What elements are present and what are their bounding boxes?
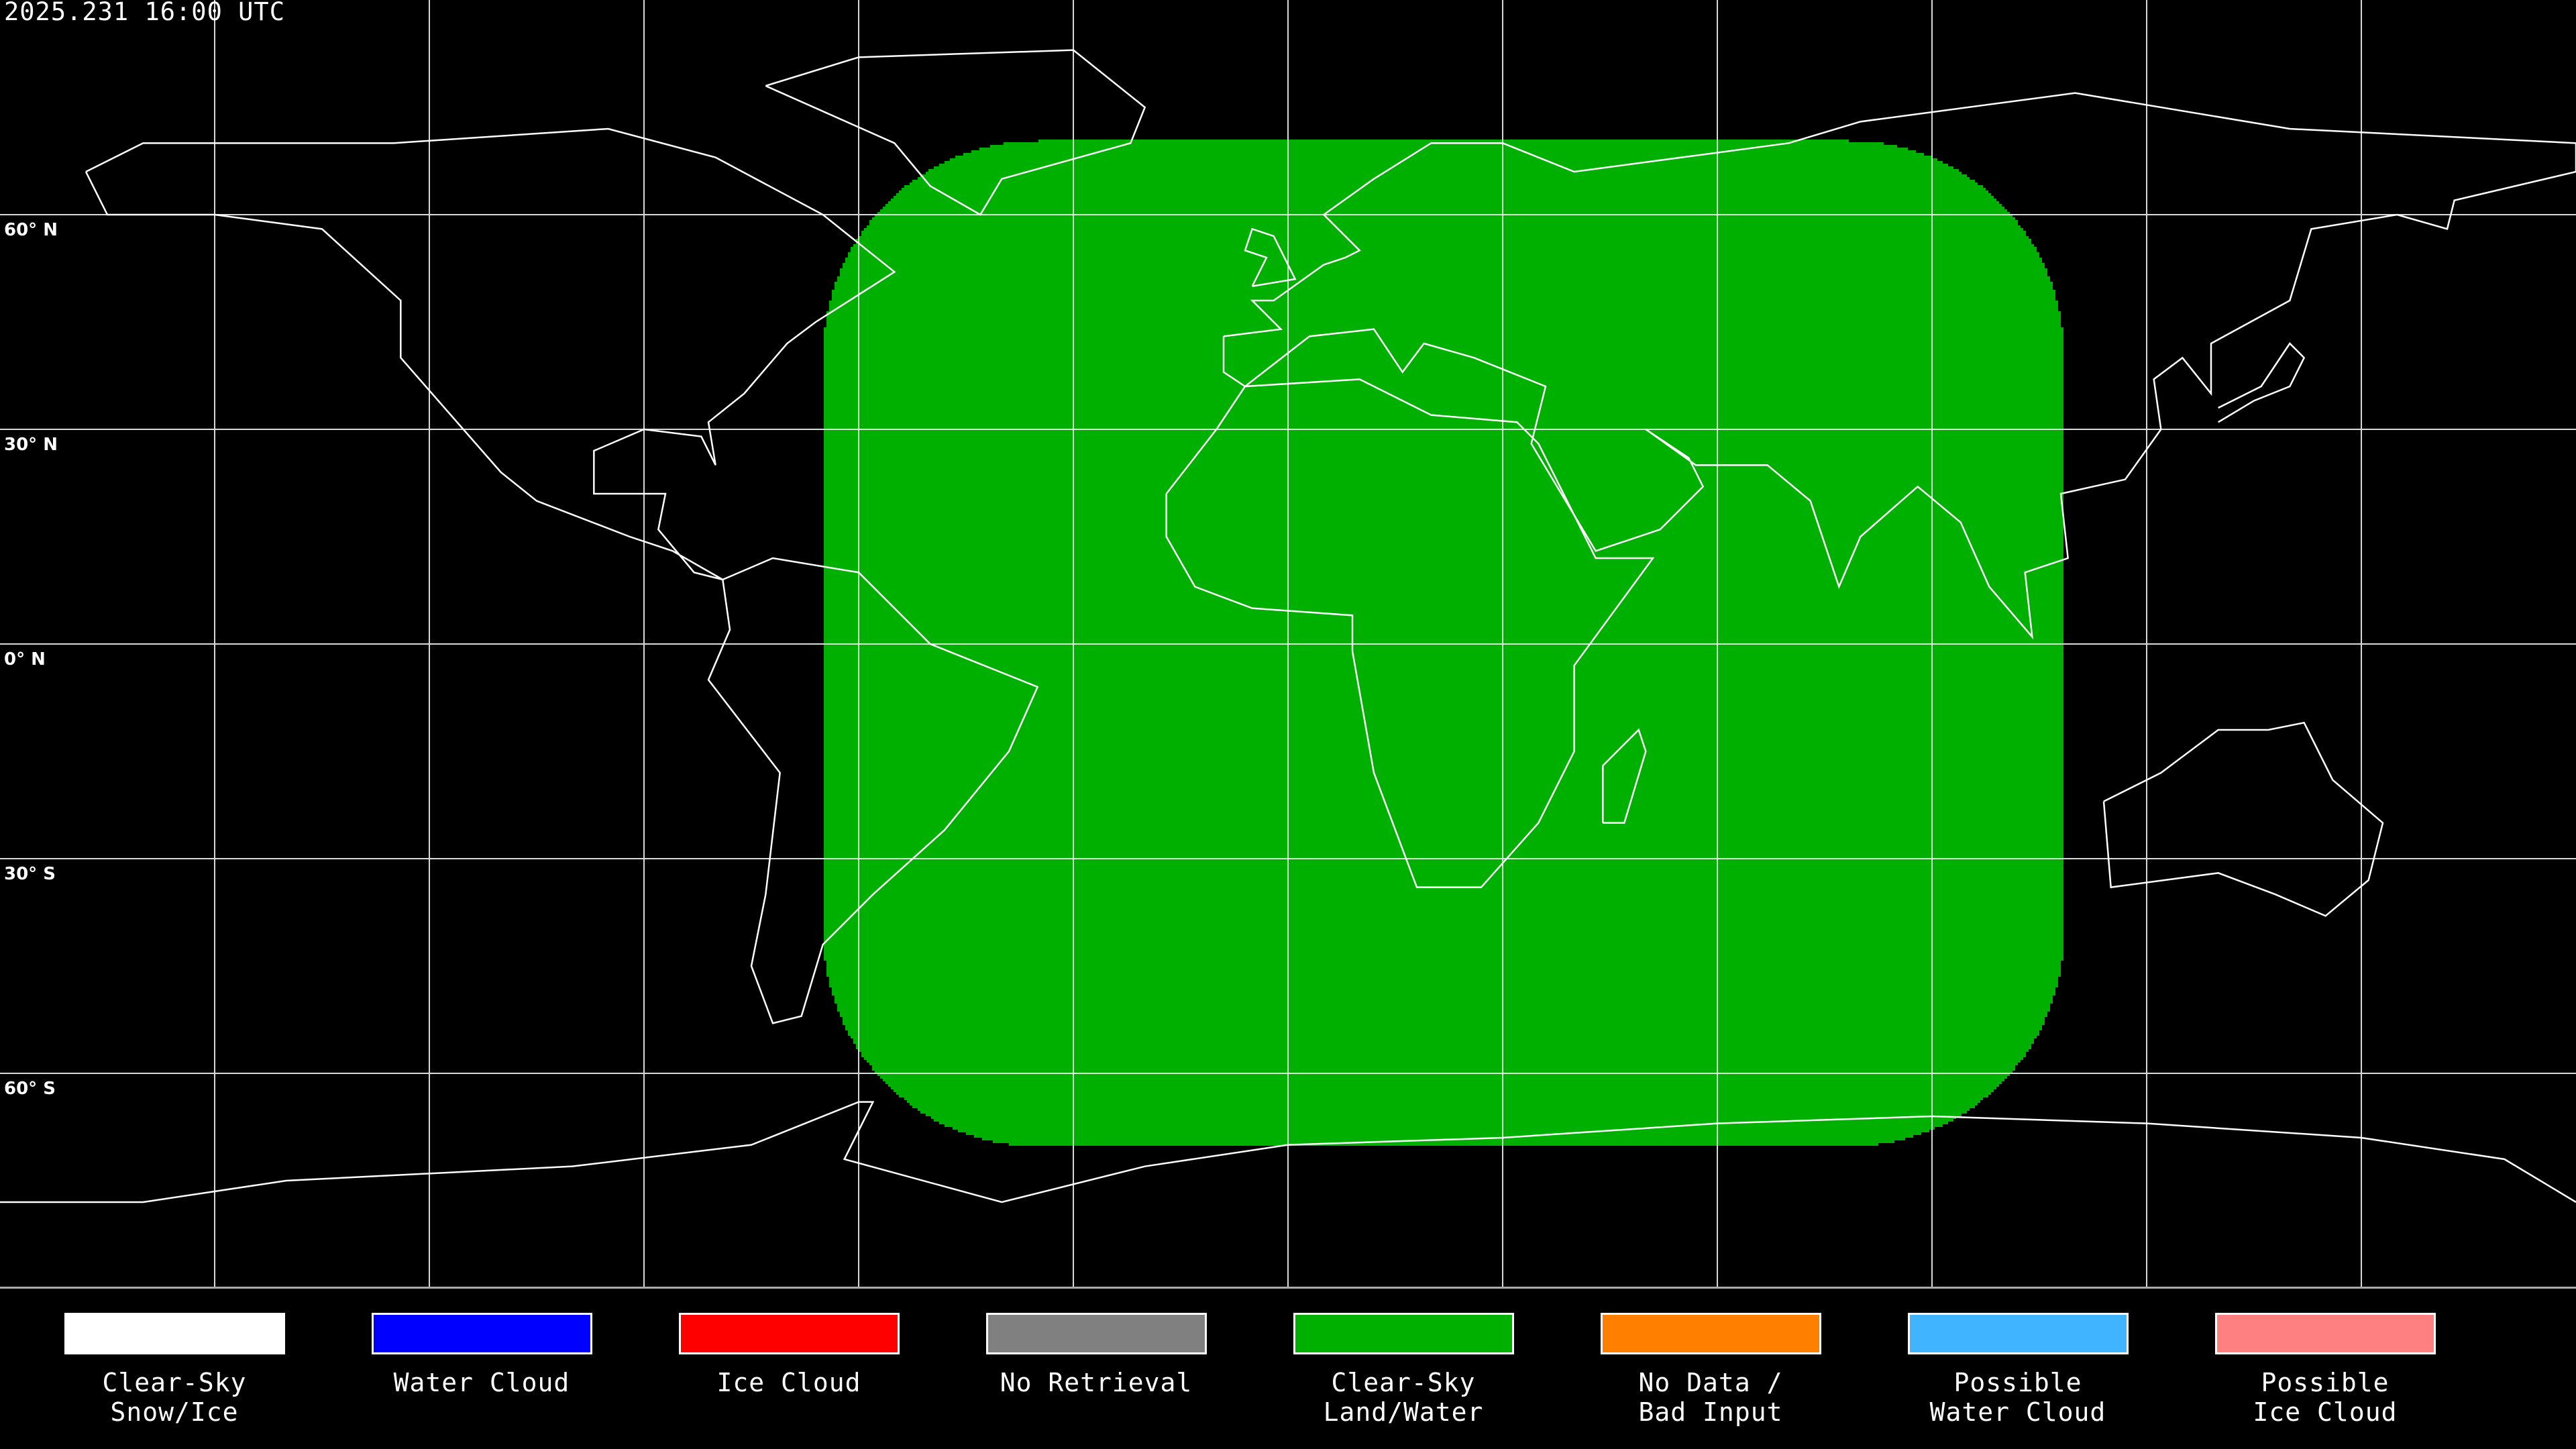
legend-label: No Retrieval	[1000, 1368, 1193, 1397]
legend-item-water-cloud: Water Cloud	[371, 1313, 592, 1397]
coastline-north-america	[85, 127, 896, 581]
legend-item-possible-ice-cloud: Possible Ice Cloud	[2214, 1313, 2436, 1427]
lat-label-60n: 60° N	[4, 220, 58, 240]
legend-item-clear-sky-snow-ice: Clear-Sky Snow/Ice	[64, 1313, 285, 1427]
coastline-australia	[2102, 721, 2384, 917]
legend-item-possible-water-cloud: Possible Water Cloud	[1907, 1313, 2129, 1427]
lat-label-equator: 0° N	[4, 649, 46, 669]
legend-swatch	[1907, 1313, 2129, 1354]
legend-label: Ice Cloud	[716, 1368, 861, 1397]
coastline-eurasia	[1222, 92, 2576, 640]
legend-label: No Data / Bad Input	[1638, 1368, 1783, 1427]
coastline-africa	[1165, 378, 1655, 888]
legend-swatch	[371, 1313, 592, 1354]
legend-label: Possible Water Cloud	[1929, 1368, 2106, 1427]
map-overlay	[0, 0, 2576, 1288]
legend-swatch	[1293, 1313, 1514, 1354]
lat-label-30n: 30° N	[4, 435, 58, 455]
cloud-phase-map: 2025.231 16:00 UTC 60° N 30° N 0° N 30° …	[0, 0, 2576, 1288]
legend-swatch	[1600, 1313, 1821, 1354]
legend-swatch	[64, 1313, 285, 1354]
legend-swatch	[678, 1313, 900, 1354]
legend-item-no-retrieval: No Retrieval	[985, 1313, 1207, 1397]
coastline-madagascar	[1602, 728, 1647, 824]
coastline-great-britain	[1244, 227, 1297, 287]
lat-label-60s: 60° S	[4, 1079, 56, 1099]
graticule	[0, 0, 2576, 1288]
legend-item-clear-sky-land-water: Clear-Sky Land/Water	[1293, 1313, 1514, 1427]
coastline-south-america	[707, 557, 1039, 1024]
legend-swatch	[2214, 1313, 2436, 1354]
legend-swatch	[985, 1313, 1207, 1354]
legend-item-no-data-bad-input: No Data / Bad Input	[1600, 1313, 1821, 1427]
coastline-japan	[2218, 342, 2306, 423]
coastline-greenland	[765, 49, 1146, 216]
lat-label-30s: 30° S	[4, 864, 56, 884]
legend-label: Clear-Sky Snow/Ice	[102, 1368, 247, 1427]
legend-item-ice-cloud: Ice Cloud	[678, 1313, 900, 1397]
legend-label: Possible Ice Cloud	[2253, 1368, 2398, 1427]
legend: Clear-Sky Snow/Ice Water Cloud Ice Cloud…	[0, 1289, 2576, 1449]
legend-label: Water Cloud	[393, 1368, 570, 1397]
map-border	[0, 1287, 2576, 1289]
legend-label: Clear-Sky Land/Water	[1323, 1368, 1484, 1427]
timestamp-label: 2025.231 16:00 UTC	[4, 0, 285, 26]
